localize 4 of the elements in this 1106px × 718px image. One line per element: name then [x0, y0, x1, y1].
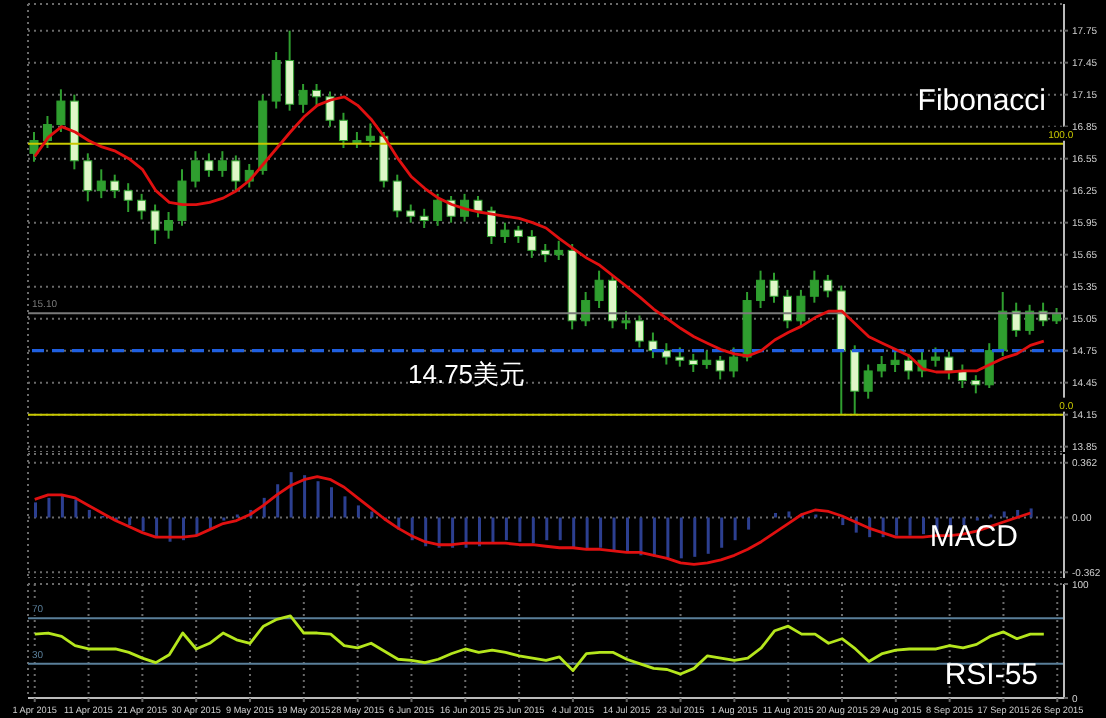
- annotation: RSI-55: [944, 658, 1038, 692]
- ref-line-label: 14.75美元: [408, 358, 526, 389]
- annotation: MACD: [929, 520, 1018, 554]
- annotation: Fibonacci: [917, 84, 1046, 118]
